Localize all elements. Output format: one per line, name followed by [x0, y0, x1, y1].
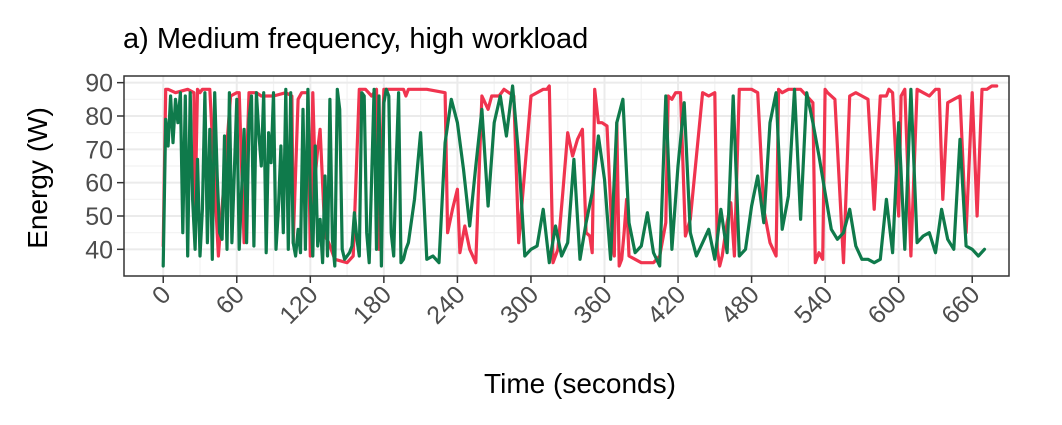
x-tick-label: 660	[936, 280, 985, 329]
x-tick-label: 420	[642, 280, 691, 329]
chart-title: a) Medium frequency, high workload	[123, 23, 588, 55]
y-tick-label: 80	[85, 103, 113, 131]
series-line-green	[161, 84, 987, 268]
x-tick-label: 120	[274, 280, 323, 329]
y-tick-label: 50	[85, 203, 113, 231]
x-axis: 0 60 120 180 240 300 360 420 480 540 600 660	[147, 276, 985, 330]
panel-border	[123, 75, 1010, 277]
x-tick-label: 240	[421, 280, 470, 329]
x-tick-label: 180	[348, 280, 397, 329]
x-tick-label: 0	[147, 280, 177, 310]
x-tick-label: 300	[495, 280, 544, 329]
y-tick-label: 90	[85, 70, 113, 98]
x-axis-title: Time (seconds)	[484, 368, 676, 399]
x-tick-label: 540	[789, 280, 838, 329]
x-tick-label: 600	[863, 280, 912, 329]
x-tick-label: 480	[716, 280, 765, 329]
y-axis: 40 50 60 70 80 90	[85, 70, 124, 264]
x-tick-label: 60	[211, 280, 250, 319]
y-axis-title: Energy (W)	[22, 107, 53, 249]
y-tick-label: 70	[85, 136, 113, 164]
series-layer	[161, 84, 999, 268]
y-tick-label: 40	[85, 236, 113, 264]
x-tick-label: 360	[568, 280, 617, 329]
y-tick-label: 60	[85, 170, 113, 198]
